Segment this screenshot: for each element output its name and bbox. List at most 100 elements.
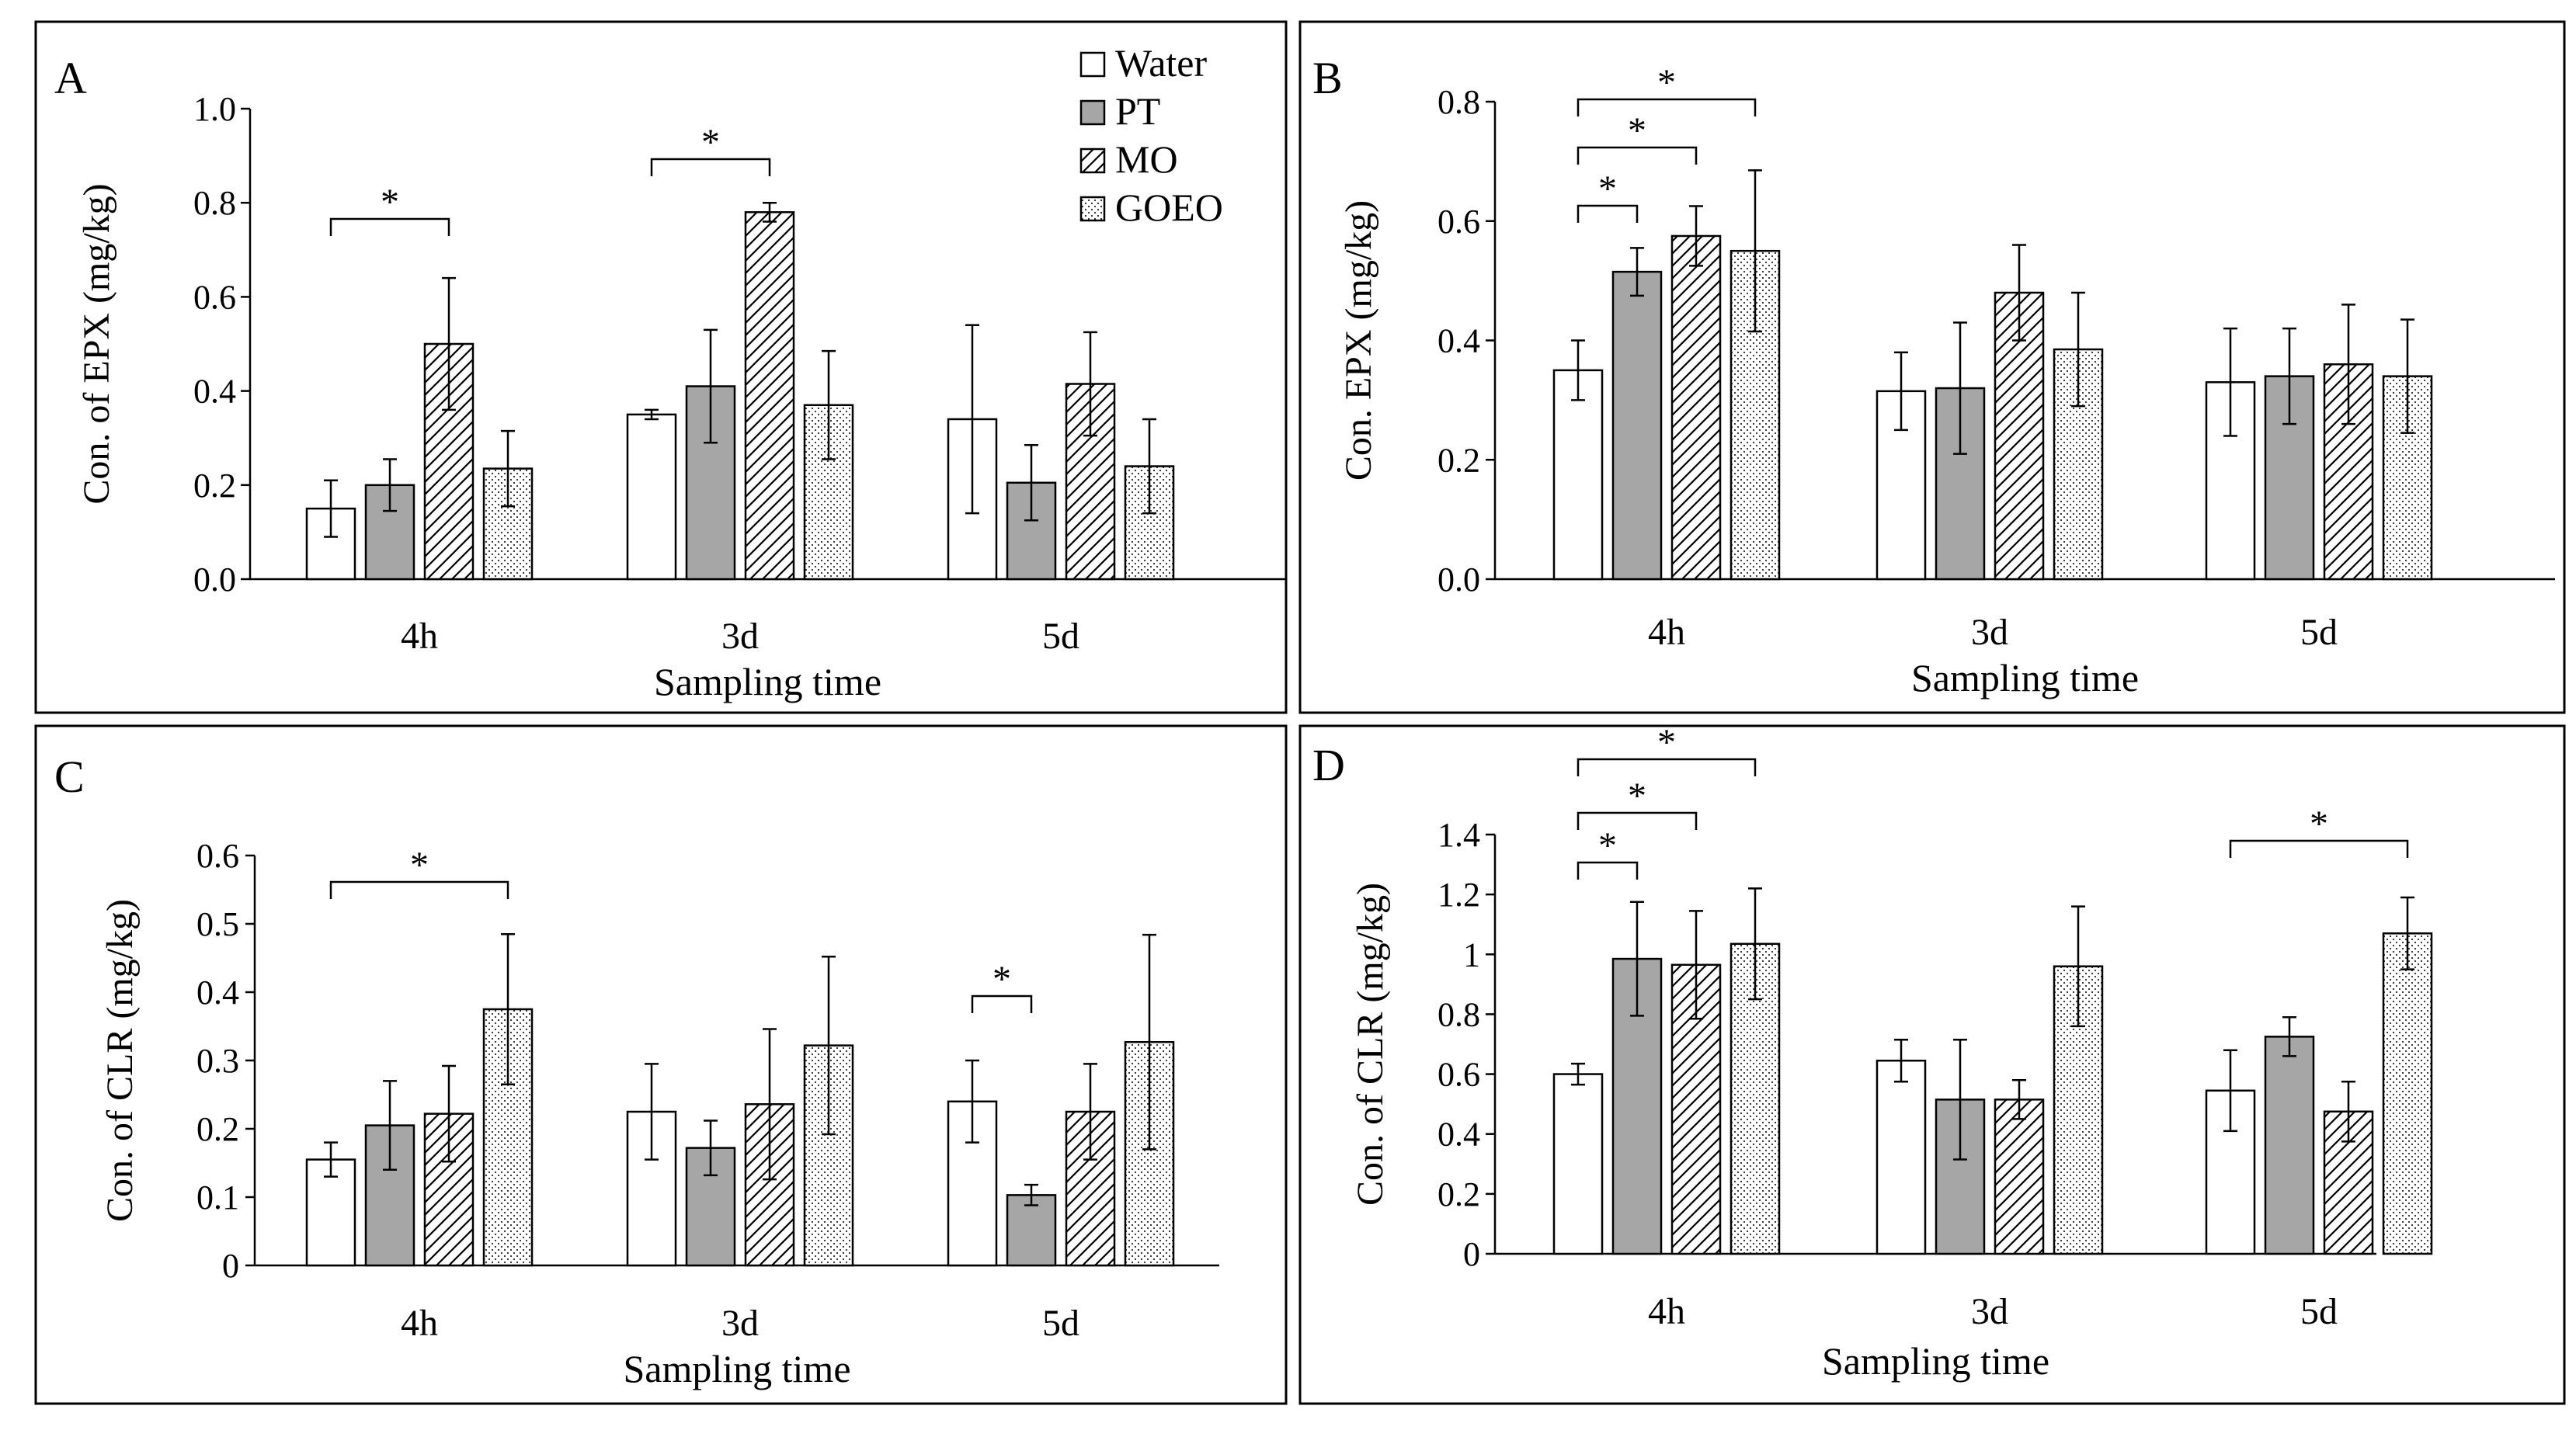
- category-label-5d: 5d: [2300, 612, 2338, 653]
- category-label-3d: 3d: [721, 616, 759, 657]
- y-tick-label: 0.4: [1437, 322, 1480, 360]
- y-axis-label: Con. EPX (mg/kg): [1338, 200, 1379, 481]
- significance-star: *: [410, 845, 429, 886]
- bracket-line: [650, 158, 771, 176]
- y-tick-label: 0.6: [193, 278, 236, 316]
- panel-border: [34, 20, 1288, 714]
- panel-label: B: [1312, 53, 1343, 103]
- significance-bracket: *: [1577, 110, 1698, 165]
- y-tick-label: 0.4: [193, 373, 236, 411]
- y-tick-label: 0.4: [196, 974, 239, 1012]
- significance-bracket: *: [650, 122, 771, 176]
- y-tick-label: 0.0: [1437, 561, 1480, 599]
- legend-swatch-goeo: [1079, 196, 1106, 222]
- y-tick-label: 0.3: [196, 1042, 239, 1080]
- significance-bracket: *: [971, 959, 1033, 1013]
- y-tick-label: 0.0: [193, 561, 236, 599]
- panel-border: [34, 724, 1288, 1405]
- bracket-line: [329, 880, 509, 899]
- category-label-3d: 3d: [1971, 1291, 2008, 1332]
- y-tick-label: 0.2: [196, 1110, 239, 1148]
- y-tick-label: 0.2: [1437, 441, 1480, 479]
- panel-a: A 0.0 0.2 0.4 0.6 0.8 1.0 Con. of EPX (mg/kg) Sa…: [34, 20, 1288, 714]
- y-tick-label: 0: [222, 1247, 239, 1285]
- y-axis-label: Con. of CLR (mg/kg): [99, 899, 141, 1222]
- panel-b: B 0.0 0.2 0.4 0.6 0.8 Con. EPX (mg/kg) Sampling…: [1298, 20, 2566, 714]
- significance-bracket: *: [1577, 722, 1757, 776]
- significance-bracket: *: [1577, 168, 1639, 223]
- significance-bracket: *: [329, 182, 450, 236]
- panel-border: [1298, 20, 2566, 714]
- y-tick-label: 1.4: [1437, 816, 1480, 854]
- bar-water-4h: [1552, 1073, 1604, 1255]
- significance-star: *: [1628, 776, 1646, 817]
- y-tick-label: 0.8: [1437, 83, 1480, 121]
- panels-layer: A 0.0 0.2 0.4 0.6 0.8 1.0 Con. of EPX (mg/kg) Sa…: [34, 20, 2566, 1405]
- bracket-line: [1577, 861, 1639, 880]
- bar-mo-4h: [1670, 234, 1722, 581]
- bracket-line: [329, 217, 450, 236]
- bar-mo-3d: [1994, 1099, 2045, 1255]
- x-axis-label: Sampling time: [1911, 656, 2139, 699]
- bar-water-3d: [626, 413, 677, 581]
- bar-pt-4h: [1611, 270, 1663, 581]
- bracket-line: [1577, 811, 1698, 830]
- y-axis-label: Con. of EPX (mg/kg): [76, 183, 117, 504]
- significance-star: *: [381, 182, 399, 223]
- panel-label: C: [54, 751, 85, 802]
- x-axis-label: Sampling time: [1822, 1339, 2049, 1383]
- y-tick-label: 1.2: [1437, 876, 1480, 914]
- bracket-line: [1577, 98, 1757, 116]
- x-axis-label: Sampling time: [623, 1347, 850, 1390]
- bar-mo-4h: [423, 342, 475, 581]
- y-tick-label: 0.6: [1437, 1056, 1480, 1094]
- bar-water-4h: [305, 507, 356, 581]
- y-axis-label: Con. of CLR (mg/kg): [1350, 883, 1391, 1206]
- category-label-4h: 4h: [1648, 1291, 1685, 1332]
- significance-bracket: *: [1577, 776, 1698, 830]
- significance-star: *: [993, 959, 1011, 1000]
- y-tick-label: 0: [1463, 1235, 1480, 1273]
- y-tick-label: 0.1: [196, 1178, 239, 1217]
- y-tick-label: 0.6: [196, 837, 239, 875]
- significance-star: *: [1598, 825, 1617, 866]
- bar-water-4h: [1552, 369, 1604, 581]
- panel-label: A: [54, 53, 87, 103]
- legend-swatch-mo: [1079, 148, 1106, 174]
- bracket-line: [1577, 204, 1639, 223]
- significance-bracket: *: [1577, 825, 1639, 880]
- y-tick-label: 0.2: [193, 467, 236, 505]
- bar-pt-5d: [2264, 1036, 2315, 1255]
- category-label-5d: 5d: [1042, 1303, 1079, 1344]
- bar-goeo-3d: [2053, 348, 2104, 581]
- bar-mo-3d: [744, 211, 795, 581]
- bracket-line: [2229, 839, 2409, 858]
- panel-label: D: [1312, 740, 1345, 790]
- significance-star: *: [1657, 62, 1676, 103]
- y-tick-label: 1.0: [193, 90, 236, 128]
- significance-star: *: [1657, 722, 1676, 763]
- bar-water-3d: [626, 1110, 677, 1267]
- bar-water-3d: [1876, 1059, 1927, 1255]
- panel-border: [1298, 724, 2566, 1405]
- bracket-line: [1577, 758, 1757, 776]
- y-tick-label: 1: [1463, 935, 1480, 974]
- panel-c: C 0 0.1 0.2 0.3 0.4 0.5 0.6 Con. of CLR (mg/kg) S…: [34, 724, 1288, 1405]
- legend-swatch-pt: [1079, 99, 1106, 126]
- legend-label-goeo: GOEO: [1115, 186, 1223, 229]
- significance-star: *: [2310, 804, 2328, 845]
- legend-label-mo: MO: [1115, 137, 1178, 181]
- bracket-line: [1577, 146, 1698, 165]
- bar-pt-5d: [1006, 1194, 1057, 1267]
- significance-bracket: *: [1577, 62, 1757, 116]
- legend-swatch-water: [1079, 51, 1106, 78]
- category-label-4h: 4h: [401, 1303, 438, 1344]
- category-label-5d: 5d: [1042, 616, 1079, 657]
- bracket-line: [971, 994, 1033, 1013]
- y-tick-label: 0.5: [196, 905, 239, 943]
- category-label-4h: 4h: [401, 616, 438, 657]
- significance-star: *: [1598, 168, 1617, 210]
- category-label-5d: 5d: [2300, 1291, 2338, 1332]
